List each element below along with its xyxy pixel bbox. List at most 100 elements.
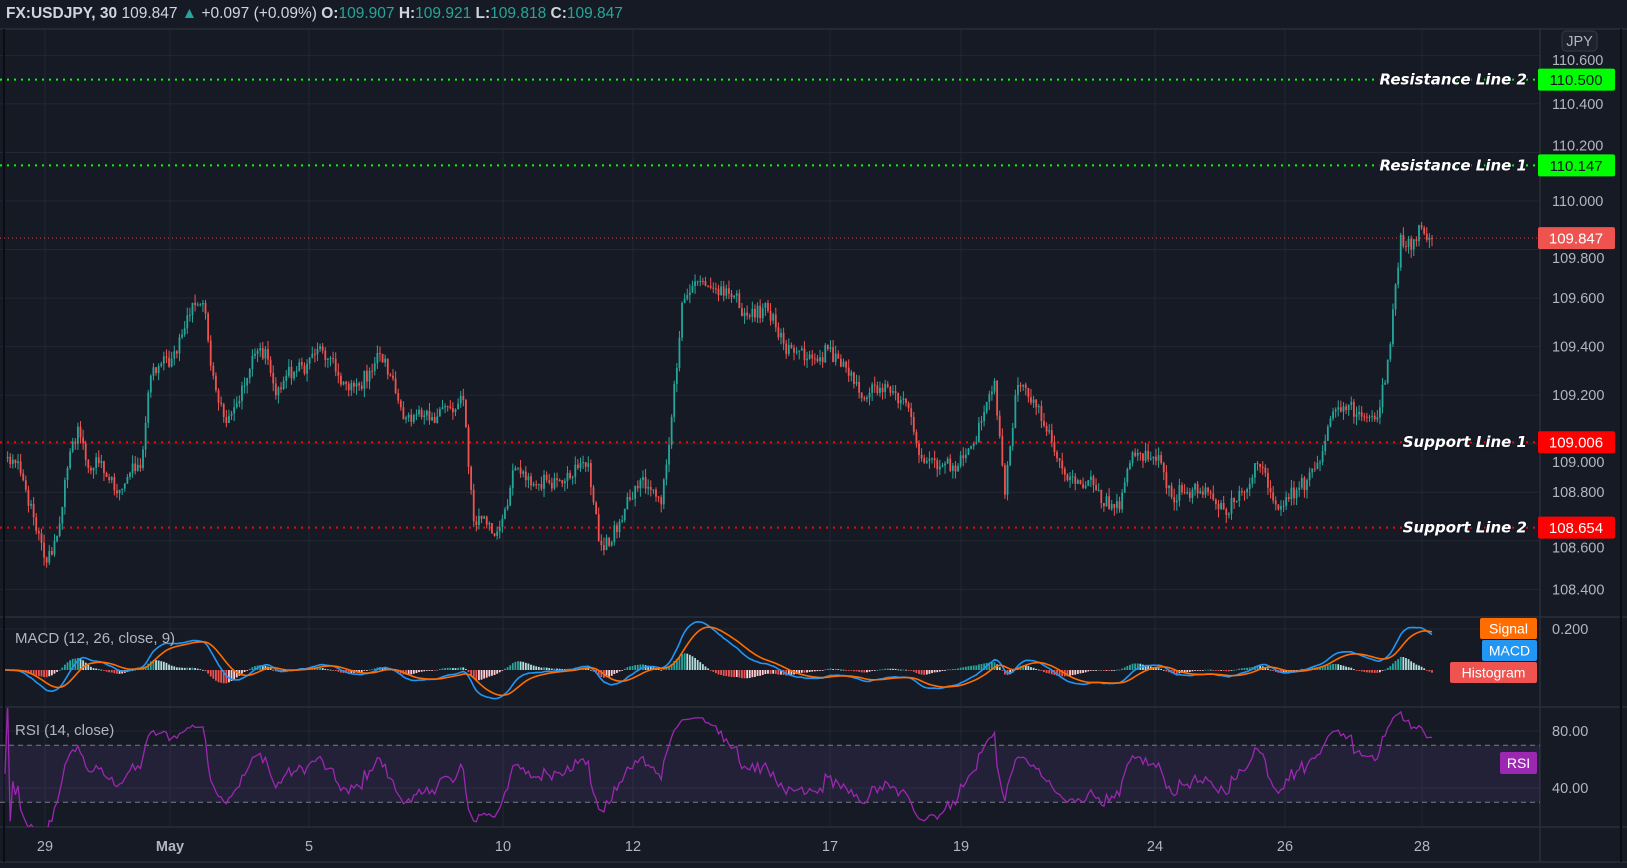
histogram-bar	[590, 669, 592, 671]
candle-body	[17, 461, 19, 464]
candle-body	[1303, 477, 1306, 491]
resistance-price-tag-text: 110.147	[1549, 158, 1602, 175]
price-tick-label: 108.600	[1552, 541, 1604, 557]
candle-body	[657, 496, 660, 498]
histogram-bar	[714, 670, 717, 674]
histogram-bar	[35, 670, 38, 676]
histogram-bar	[1431, 670, 1433, 673]
candle-body	[1287, 497, 1290, 499]
legend-macd[interactable]	[1482, 640, 1537, 661]
candle-body	[165, 356, 168, 358]
candle-body	[1082, 484, 1084, 488]
candle-body	[972, 443, 975, 447]
candle-body	[313, 353, 316, 355]
candle-body	[108, 477, 111, 481]
candle-body	[1410, 238, 1413, 250]
legend-signal[interactable]	[1480, 618, 1537, 639]
horizontal-lines[interactable]	[0, 78, 1540, 529]
candle-body	[1006, 465, 1009, 495]
histogram-bar	[1227, 670, 1230, 672]
histogram-bar	[493, 670, 496, 675]
candle-body	[1235, 500, 1238, 502]
candle-body	[707, 285, 709, 287]
histogram-bar	[1136, 663, 1139, 670]
candle-body	[181, 334, 183, 338]
last-price-tag-text: 109.847	[1549, 231, 1603, 248]
histogram-bar	[1238, 668, 1241, 670]
histogram-bar	[912, 670, 915, 672]
histogram-bar	[1186, 670, 1189, 673]
histogram-bar	[269, 668, 272, 670]
histogram-bar	[704, 666, 707, 670]
histogram-bar	[824, 669, 827, 671]
support-price-tag[interactable]	[1538, 516, 1615, 539]
resistance-price-tag[interactable]	[1538, 68, 1615, 91]
rsi-title: RSI (14, close)	[15, 722, 114, 739]
histogram-bar	[1126, 665, 1129, 670]
candle-body	[1431, 237, 1433, 239]
candle-body	[738, 293, 741, 309]
histogram-bar	[879, 669, 881, 671]
support-price-tag[interactable]	[1538, 431, 1615, 454]
legend-histogram[interactable]	[1450, 662, 1537, 683]
candle-body	[1407, 238, 1410, 247]
candle-body	[457, 403, 459, 410]
macd-title: MACD (12, 26, close, 9)	[15, 630, 175, 647]
histogram-bar	[1386, 667, 1389, 670]
candle-body	[1188, 491, 1191, 498]
histogram-bar	[639, 664, 642, 670]
candle-body	[1222, 502, 1225, 510]
histogram-bar	[608, 670, 611, 677]
candle-body	[1144, 450, 1147, 461]
histogram-bar	[821, 670, 824, 671]
candle-body	[24, 480, 27, 490]
histogram-bar	[332, 670, 335, 671]
candle-body	[183, 328, 186, 335]
histogram-bar	[795, 670, 798, 675]
histogram-bar	[514, 661, 517, 670]
histogram-bar	[1144, 664, 1147, 670]
candle-body	[235, 403, 238, 408]
histogram-bar	[826, 668, 829, 670]
histogram-bar	[832, 669, 834, 670]
price-axis[interactable]: 110.600 110.400 110.200 110.000 109.800 109.6…	[1538, 30, 1615, 797]
price-tick-label: 108.400	[1552, 582, 1604, 598]
candle-body	[144, 422, 147, 450]
candle-body	[1181, 485, 1183, 493]
symbol-interval[interactable]: FX:USDJPY, 30	[6, 5, 118, 22]
candle-body	[743, 312, 746, 317]
legend-histogram-text: Histogram	[1462, 665, 1526, 681]
histogram-bar	[1030, 667, 1032, 670]
last-price-tag[interactable]	[1538, 227, 1615, 250]
histogram-bar	[853, 670, 855, 672]
candle-body	[1313, 468, 1316, 470]
histogram-bar	[1342, 665, 1345, 670]
histogram-bar	[1220, 670, 1222, 671]
candle-body	[155, 367, 157, 373]
histogram-bar	[1329, 664, 1332, 670]
candle-body	[454, 409, 457, 413]
histogram-bar	[1415, 664, 1418, 670]
candle-body	[717, 288, 720, 296]
histogram-bar	[1412, 662, 1415, 670]
candle-body	[1050, 430, 1053, 442]
candle-body	[267, 349, 269, 360]
legend-rsi[interactable]	[1500, 752, 1537, 774]
price-change: +0.097 (+0.09%)	[201, 5, 317, 22]
resistance-price-tag[interactable]	[1538, 154, 1615, 177]
candle-body	[845, 361, 847, 368]
currency-badge[interactable]	[1561, 30, 1598, 52]
candle-body	[626, 496, 629, 510]
histogram-bar	[149, 661, 152, 670]
histogram-bar	[712, 670, 715, 672]
time-axis[interactable]: 29 May 5 10 12 17 19 24 26 28	[37, 839, 1430, 855]
histogram-bar	[1183, 670, 1186, 673]
histogram-bar	[110, 670, 113, 673]
histogram-bar	[1001, 670, 1004, 671]
histogram-bar	[863, 670, 866, 673]
histogram-bar	[134, 669, 137, 671]
candle-body	[157, 366, 160, 373]
histogram-bar	[527, 663, 530, 670]
candle-body	[537, 484, 540, 486]
